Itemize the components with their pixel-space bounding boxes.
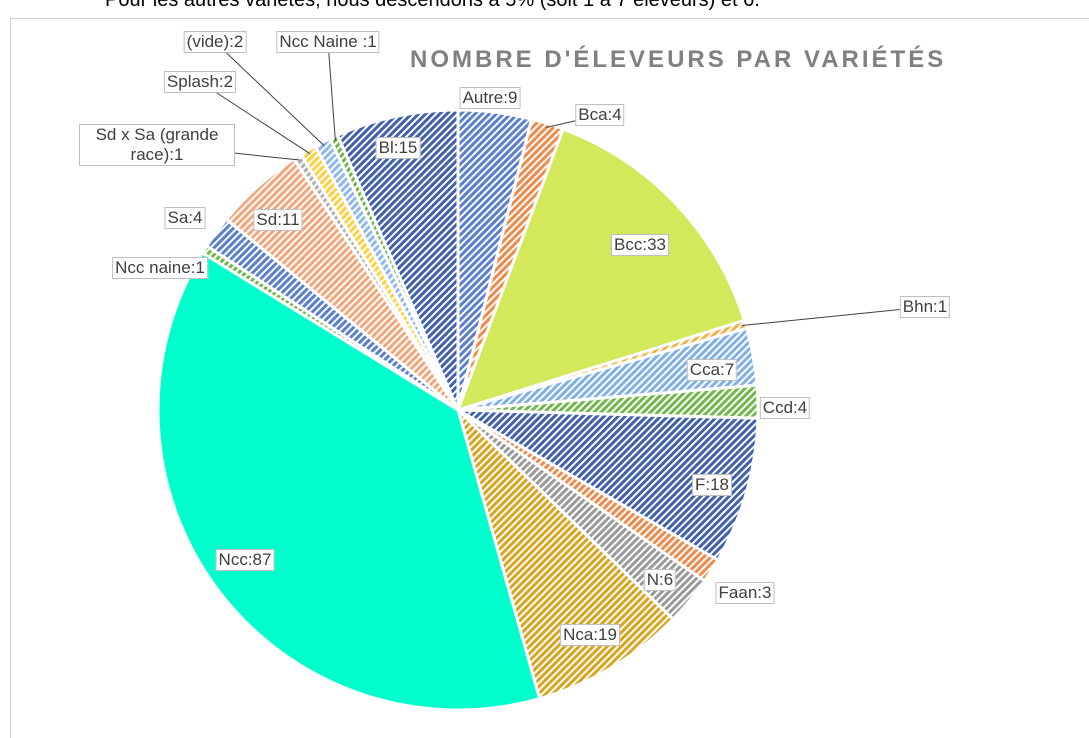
data-label: Ccd:4 xyxy=(759,397,811,419)
data-label: Bcc:33 xyxy=(611,234,669,256)
leader-line xyxy=(214,41,325,147)
data-label: Faan:3 xyxy=(715,582,775,604)
pie-slice xyxy=(156,250,542,712)
leader-line xyxy=(327,41,336,141)
data-label: (vide):2 xyxy=(183,31,247,53)
data-label: Bhn:1 xyxy=(899,296,951,318)
pie-slice xyxy=(455,127,747,413)
data-label: Ncc:87 xyxy=(215,549,275,571)
data-label: Autre:9 xyxy=(459,87,521,109)
pie-slice xyxy=(457,408,760,563)
data-label: Sa:4 xyxy=(164,207,206,229)
data-label: Sd x Sa (grande race):1 xyxy=(79,124,235,166)
pie-slice xyxy=(335,108,460,411)
leader-line xyxy=(199,81,311,155)
data-label: Bl:15 xyxy=(375,137,421,159)
data-label: Bca:4 xyxy=(575,104,625,126)
data-label: Splash:2 xyxy=(163,71,237,93)
data-label: Sd:11 xyxy=(253,209,303,231)
leader-line xyxy=(741,306,926,327)
intro-text: Pour les autres variétés, nous descendon… xyxy=(105,0,760,11)
data-label: F:18 xyxy=(691,474,733,496)
data-label: Ncc naine:1 xyxy=(112,257,208,279)
chart-frame xyxy=(10,18,1089,738)
data-label: N:6 xyxy=(643,569,677,591)
data-label: Ncc Naine :1 xyxy=(276,31,380,53)
data-label: Nca:19 xyxy=(560,624,620,646)
chart-title: NOMBRE D'ÉLEVEURS PAR VARIÉTÉS xyxy=(410,46,947,73)
data-label: Cca:7 xyxy=(686,359,738,381)
